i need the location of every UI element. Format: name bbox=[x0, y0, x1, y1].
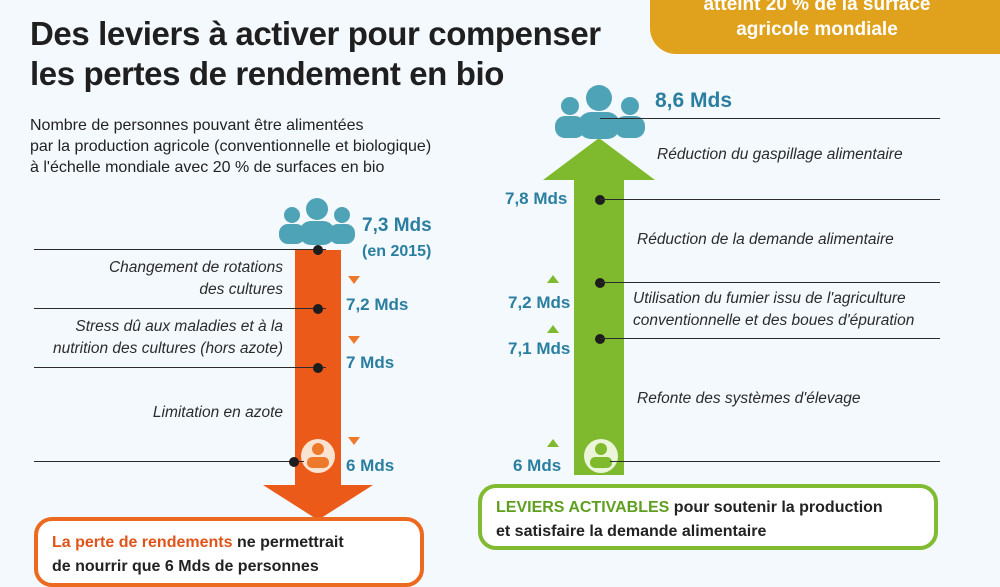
up-triangle-icon bbox=[547, 439, 559, 447]
arrows-layer bbox=[263, 85, 655, 520]
left-rule-1 bbox=[34, 249, 326, 251]
subtitle-line-1: Nombre de personnes pouvant être aliment… bbox=[30, 117, 364, 134]
levers-callout-highlight: LEVIERS ACTIVABLES bbox=[496, 499, 670, 516]
right-up-arrow bbox=[543, 138, 655, 475]
right-rule-5 bbox=[610, 461, 940, 463]
right-rule-2 bbox=[600, 199, 940, 201]
right-value-top: 8,6 Mds bbox=[655, 89, 733, 112]
right-step-label-4: Réduction du gaspillage alimentaire bbox=[657, 146, 903, 163]
title-line-2: les pertes de rendement en bio bbox=[30, 55, 504, 92]
yield-loss-highlight: La perte de rendements bbox=[52, 534, 233, 551]
person-icon-left bbox=[301, 439, 335, 473]
right-step-label-3: Réduction de la demande alimentaire bbox=[637, 231, 894, 248]
right-step-2-line-1: Utilisation du fumier issu de l'agricult… bbox=[633, 290, 906, 307]
left-step-label-2: Stress dû aux maladies et à la nutrition… bbox=[20, 316, 283, 360]
banner-line-2: agricole mondiale bbox=[736, 19, 898, 40]
yield-loss-callout-line-1: La perte de rendements ne permettrait bbox=[52, 531, 406, 555]
down-triangle-icon bbox=[348, 276, 360, 284]
up-triangle-icon bbox=[547, 325, 559, 333]
yield-loss-callout-line-2: de nourrir que 6 Mds de personnes bbox=[52, 558, 319, 575]
left-rule-4 bbox=[34, 461, 304, 463]
yield-loss-text: ne permettrait bbox=[232, 534, 344, 551]
left-step-1-line-1: Changement de rotations bbox=[108, 259, 283, 276]
left-step-1-line-2: des cultures bbox=[199, 281, 283, 298]
left-value-2: 7 Mds bbox=[346, 353, 395, 372]
right-value-1: 7,1 Mds bbox=[508, 339, 571, 358]
left-rule-2 bbox=[34, 308, 326, 310]
left-step-label-1: Changement de rotations des cultures bbox=[40, 257, 283, 301]
right-step-2-line-2: conventionnelle et des boues d'épuration bbox=[633, 312, 915, 329]
levers-callout-box: LEVIERS ACTIVABLES pour soutenir la prod… bbox=[478, 484, 938, 550]
left-value-1: 7,2 Mds bbox=[346, 295, 409, 314]
right-value-3: 7,8 Mds bbox=[505, 189, 568, 208]
right-value-2: 7,2 Mds bbox=[508, 293, 571, 312]
levers-callout-line-2: et satisfaire la demande alimentaire bbox=[496, 523, 767, 540]
left-step-2-line-1: Stress dû aux maladies et à la bbox=[75, 318, 283, 335]
left-start-note: (en 2015) bbox=[362, 243, 432, 260]
left-rule-3 bbox=[34, 367, 326, 369]
subtitle: Nombre de personnes pouvant être aliment… bbox=[30, 115, 500, 178]
top-banner bbox=[650, 0, 1000, 54]
page-title: Des leviers à activer pour compenser les… bbox=[30, 14, 650, 94]
left-step-label-3: Limitation en azote bbox=[40, 402, 283, 424]
right-rule-1 bbox=[600, 118, 940, 120]
left-start-value: 7,3 Mds bbox=[362, 215, 432, 236]
people-group-icon-left bbox=[279, 198, 355, 245]
subtitle-line-3: à l'échelle mondiale avec 20 % de surfac… bbox=[30, 159, 385, 176]
down-triangle-icon bbox=[348, 336, 360, 344]
levers-callout-text: pour soutenir la production bbox=[669, 499, 883, 516]
title-line-1: Des leviers à activer pour compenser bbox=[30, 15, 601, 52]
right-step-label-2: Utilisation du fumier issu de l'agricult… bbox=[633, 288, 943, 332]
left-step-2-line-2: nutrition des cultures (hors azote) bbox=[52, 340, 283, 357]
left-dot-1 bbox=[313, 245, 323, 255]
banner-text: atteint 20 % de la surface agricole mond… bbox=[652, 0, 982, 42]
levers-callout-line-1: LEVIERS ACTIVABLES pour soutenir la prod… bbox=[496, 496, 920, 520]
right-start-value: 6 Mds bbox=[513, 456, 562, 475]
left-dot-3 bbox=[313, 363, 323, 373]
down-triangle-icon bbox=[348, 437, 360, 445]
left-dot-4 bbox=[289, 457, 299, 467]
yield-loss-callout-box: La perte de rendements ne permettrait de… bbox=[34, 517, 424, 587]
banner-line-1: atteint 20 % de la surface bbox=[703, 0, 931, 15]
left-step-3-line-1: Limitation en azote bbox=[152, 404, 283, 421]
up-triangle-icon bbox=[547, 275, 559, 283]
subtitle-line-2: par la production agricole (conventionne… bbox=[30, 138, 432, 155]
right-rule-4 bbox=[600, 338, 940, 340]
left-value-3: 6 Mds bbox=[346, 456, 395, 475]
right-step-label-1: Refonte des systèmes d'élevage bbox=[637, 390, 861, 407]
right-rule-3 bbox=[600, 282, 940, 284]
left-down-arrow bbox=[263, 250, 373, 520]
left-dot-2 bbox=[313, 304, 323, 314]
person-icon-right bbox=[584, 439, 618, 473]
people-group-icon-right bbox=[555, 85, 645, 139]
